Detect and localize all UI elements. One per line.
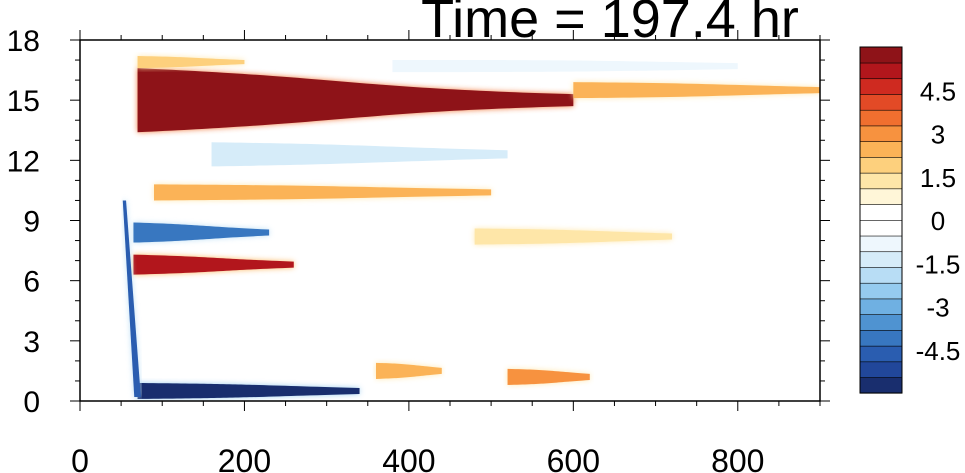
y-tick-label: 6 [23,266,40,299]
heatmap-band [133,254,294,275]
colorbar-swatch [859,266,903,284]
colorbar-label: -1.5 [916,249,961,279]
heatmap-band [137,68,574,133]
y-tick-label: 18 [7,25,40,58]
colorbar-swatch [859,376,903,394]
heatmap-band [154,184,492,201]
colorbar-swatch [859,345,903,363]
colorbar-label: 4.5 [920,76,956,106]
colorbar-swatch [859,361,903,378]
x-axis: 0 200 400 600 800 [71,30,821,473]
colorbar-swatch [859,282,903,300]
x-tick-label: 0 [71,443,89,473]
colorbar-label: 1.5 [920,163,956,193]
colorbar-swatch [859,125,903,142]
colorbar-swatch [859,156,903,174]
colorbar-swatch [859,172,903,190]
heatmap-band [137,56,245,69]
colorbar-swatch [859,235,903,253]
colorbar-swatch [859,62,903,80]
heatmap-band [133,222,270,243]
heatmap-band [392,60,738,73]
chart-title: Time = 197.4 hr [421,0,799,49]
colorbar-swatch [859,314,903,331]
colorbar-swatch [859,46,903,64]
colorbar-label: -4.5 [916,336,961,366]
y-tick-label: 3 [23,326,40,359]
colorbar-swatch [859,329,903,347]
y-tick-label: 15 [7,85,40,118]
colorbar-label: 3 [931,120,945,150]
heatmap-band [137,382,360,399]
colorbar-frame [859,46,903,394]
heatmap-band [507,368,590,385]
y-tick-label: 0 [23,386,40,419]
x-tick-label: 200 [218,443,271,473]
x-tick-label: 800 [711,443,764,473]
colorbar-swatch [859,141,903,158]
y-tick-label: 9 [23,206,40,239]
colorbar: 4.5 3 1.5 0 -1.5 -3 -4.5 [859,46,961,394]
colorbar-swatch [859,78,903,95]
colorbar-swatch [859,251,903,268]
heatmap-band [474,228,672,245]
colorbar-swatch [859,188,903,205]
colorbar-swatch [859,298,903,315]
y-tick-label: 12 [7,145,40,178]
heatmap-band [573,82,820,99]
x-tick-label: 400 [382,443,435,473]
colorbar-swatch [859,219,903,237]
heatmap-band [122,200,141,397]
colorbar-swatch [859,109,903,127]
heatmap-band [376,362,442,379]
colorbar-label: -3 [926,293,949,323]
x-tick-label: 600 [547,443,600,473]
colorbar-swatch [859,93,903,111]
heatmap-band [211,142,508,167]
colorbar-swatch [859,203,903,221]
y-axis: 0 3 6 9 12 15 18 [7,25,830,419]
colorbar-label: 0 [931,206,945,236]
heatmap-field [122,56,820,399]
